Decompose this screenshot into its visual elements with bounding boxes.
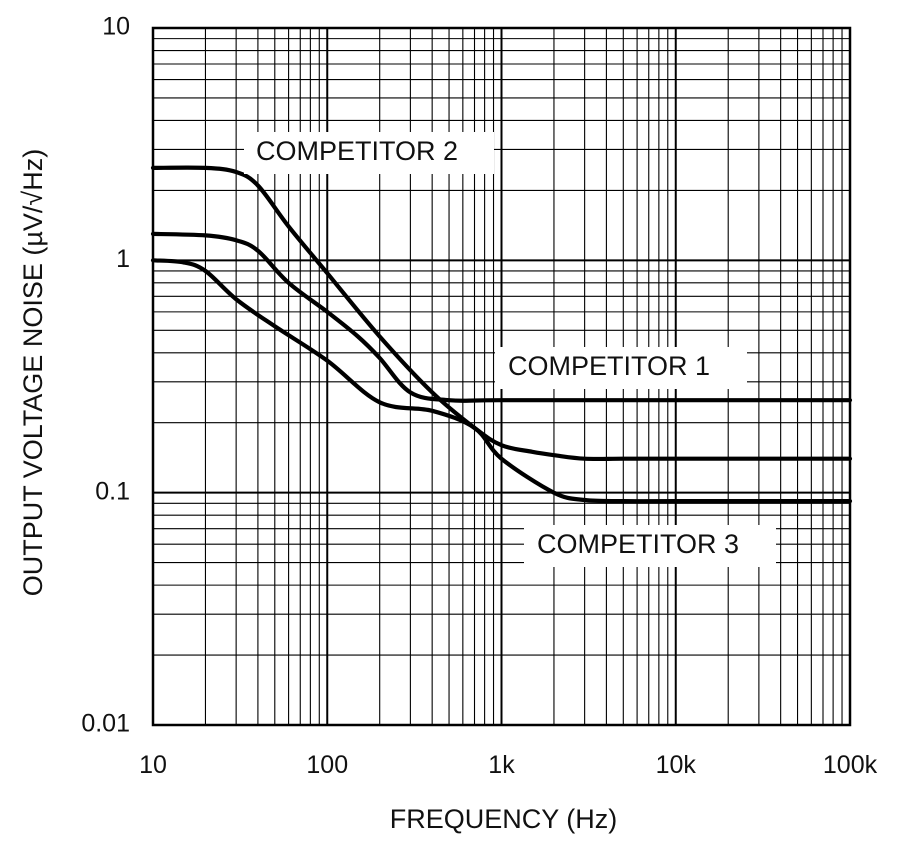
series-label-competitor-2: COMPETITOR 2 xyxy=(256,136,458,166)
x-tick-label: 100k xyxy=(823,751,878,779)
series-label-bg xyxy=(244,132,494,174)
x-tick-labels: 10 100 1k 10k 100k xyxy=(139,751,878,779)
plot-frame xyxy=(151,26,852,727)
series-line-competitor-2 xyxy=(150,165,853,462)
y-tick-labels: 10 1 0.1 0.01 xyxy=(81,13,130,738)
x-tick-label: 10 xyxy=(139,751,167,779)
y-tick-label: 0.01 xyxy=(81,710,130,738)
y-tick-label: 0.1 xyxy=(95,477,130,505)
series-lines xyxy=(150,165,853,504)
series-label-competitor-1: COMPETITOR 1 xyxy=(508,351,710,381)
x-axis-title: FREQUENCY (Hz) xyxy=(390,804,618,834)
x-tick-label: 1k xyxy=(488,751,515,779)
series-label-bg xyxy=(524,525,776,567)
series-label-bg xyxy=(495,347,747,389)
x-tick-label: 10k xyxy=(656,751,697,779)
y-tick-label: 1 xyxy=(116,245,130,273)
series-labels: COMPETITOR 2 COMPETITOR 1 COMPETITOR 3 xyxy=(244,132,776,567)
y-tick-label: 10 xyxy=(102,13,130,41)
series-label-competitor-3: COMPETITOR 3 xyxy=(537,529,739,559)
x-tick-label: 100 xyxy=(306,751,348,779)
series-line-competitor-1 xyxy=(150,231,853,403)
y-axis-title: OUTPUT VOLTAGE NOISE (µV/√Hz) xyxy=(18,149,48,596)
series-line-competitor-3 xyxy=(150,258,853,504)
